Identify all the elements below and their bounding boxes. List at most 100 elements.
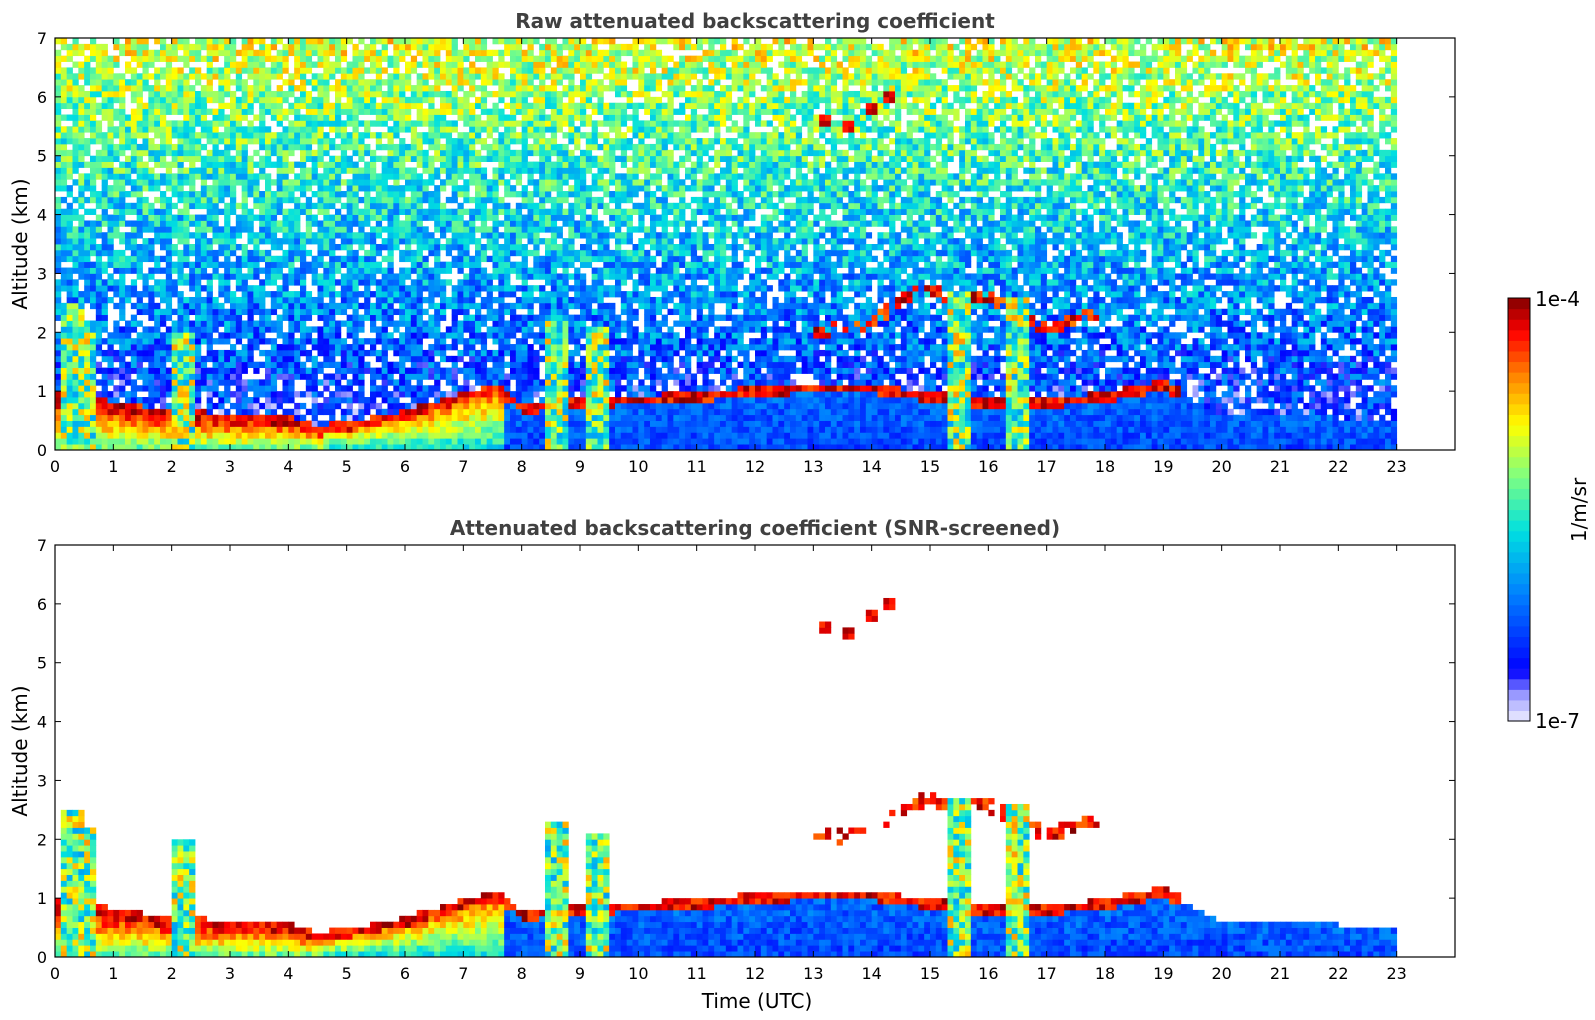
- heatmap-cell: [428, 367, 435, 374]
- heatmap-cell: [101, 238, 108, 245]
- heatmap-cell: [265, 255, 272, 263]
- heatmap-cell: [405, 373, 412, 380]
- heatmap-cell: [130, 185, 138, 192]
- heatmap-cell: [504, 267, 511, 274]
- heatmap-cell: [177, 185, 184, 192]
- heatmap-cell: [475, 208, 482, 215]
- heatmap-cell: [183, 208, 190, 215]
- heatmap-cell: [387, 132, 394, 139]
- heatmap-cell: [142, 108, 149, 115]
- heatmap-cell: [206, 185, 213, 192]
- heatmap-cell: [224, 279, 231, 286]
- heatmap-cell: [539, 96, 546, 104]
- heatmap-cell: [276, 185, 283, 192]
- heatmap-cell: [90, 96, 97, 104]
- heatmap-cell: [405, 102, 412, 110]
- heatmap-cell: [521, 202, 528, 210]
- heatmap-cell: [457, 397, 464, 404]
- heatmap-cell: [165, 438, 173, 445]
- heatmap-cell: [475, 261, 482, 268]
- heatmap-cell: [189, 114, 196, 121]
- heatmap-cell: [300, 444, 307, 450]
- heatmap-cell: [142, 279, 149, 286]
- heatmap-cell: [148, 108, 155, 115]
- heatmap-cell: [119, 191, 126, 198]
- heatmap-cell: [410, 314, 418, 321]
- heatmap-cell: [259, 96, 266, 104]
- heatmap-cell: [130, 155, 138, 162]
- heatmap-cell: [381, 108, 388, 115]
- heatmap-cell: [125, 85, 132, 92]
- heatmap-cell: [72, 249, 79, 257]
- heatmap-cell: [457, 232, 464, 239]
- heatmap-cell: [189, 232, 196, 239]
- heatmap-cell: [486, 214, 493, 221]
- heatmap-cell: [451, 126, 458, 133]
- heatmap-cell: [212, 179, 219, 186]
- heatmap-cell: [329, 438, 336, 445]
- heatmap-cell: [177, 208, 184, 215]
- heatmap-cell: [515, 414, 523, 421]
- heatmap-cell: [329, 220, 336, 227]
- heatmap-cell: [329, 255, 336, 263]
- heatmap-cell: [125, 320, 132, 327]
- heatmap-cell: [323, 167, 330, 174]
- heatmap-cell: [78, 149, 85, 157]
- heatmap-cell: [247, 238, 254, 245]
- heatmap-cell: [539, 414, 546, 421]
- heatmap-cell: [288, 238, 295, 245]
- heatmap-cell: [113, 255, 120, 263]
- heatmap-cell: [60, 179, 68, 186]
- heatmap-cell: [416, 296, 423, 304]
- heatmap-cell: [358, 355, 365, 363]
- heatmap-cell: [212, 320, 219, 327]
- heatmap-cell: [218, 432, 225, 439]
- heatmap-cell: [270, 397, 278, 404]
- heatmap-cell: [282, 385, 289, 392]
- heatmap-cell: [165, 391, 173, 398]
- heatmap-cell: [90, 285, 97, 292]
- heatmap-cell: [230, 79, 237, 86]
- heatmap-cell: [370, 414, 377, 421]
- heatmap-cell: [428, 67, 435, 74]
- heatmap-cell: [60, 326, 68, 333]
- heatmap-cell: [510, 161, 517, 168]
- heatmap-cell: [253, 238, 260, 245]
- heatmap-cell: [195, 96, 202, 104]
- heatmap-cell: [510, 267, 517, 274]
- heatmap-cell: [154, 132, 161, 139]
- heatmap-cell: [95, 261, 103, 268]
- heatmap-cell: [183, 296, 190, 304]
- heatmap-cell: [55, 255, 62, 263]
- heatmap-cell: [370, 320, 377, 327]
- heatmap-cell: [323, 96, 330, 104]
- heatmap-cell: [200, 43, 208, 51]
- heatmap-cell: [142, 432, 149, 439]
- heatmap-cell: [90, 438, 97, 445]
- heatmap-cell: [504, 43, 511, 51]
- heatmap-cell: [539, 355, 546, 363]
- heatmap-cell: [148, 126, 155, 133]
- heatmap-cell: [241, 155, 248, 162]
- heatmap-cell: [78, 143, 85, 151]
- heatmap-cell: [113, 414, 120, 421]
- heatmap-cell: [72, 79, 79, 86]
- heatmap-cell: [457, 261, 464, 268]
- heatmap-cell: [148, 373, 155, 380]
- heatmap-cell: [119, 385, 126, 392]
- heatmap-cell: [352, 379, 359, 386]
- heatmap-cell: [60, 55, 68, 62]
- heatmap-cell: [457, 279, 464, 286]
- heatmap-cell: [113, 320, 120, 327]
- heatmap-cell: [445, 214, 453, 221]
- heatmap-cell: [183, 438, 190, 445]
- heatmap-cell: [113, 397, 120, 404]
- heatmap-cell: [445, 67, 453, 74]
- heatmap-cell: [504, 332, 511, 339]
- heatmap-cell: [405, 61, 412, 68]
- heatmap-cell: [241, 185, 248, 192]
- heatmap-cell: [422, 373, 429, 380]
- heatmap-cell: [253, 308, 260, 316]
- heatmap-cell: [498, 414, 505, 421]
- heatmap-cell: [200, 408, 208, 416]
